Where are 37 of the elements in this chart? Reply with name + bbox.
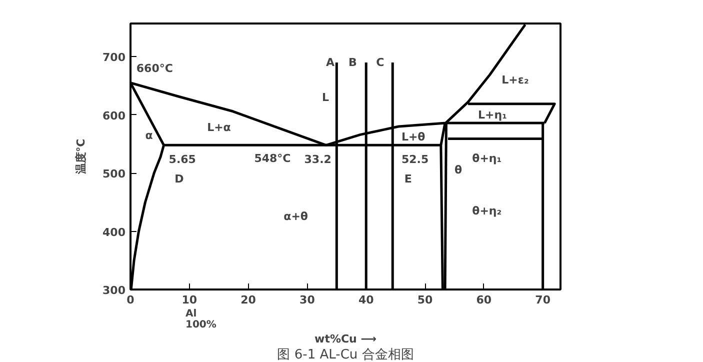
annotation: 5.65 xyxy=(168,153,196,166)
y-axis-title: 温度℃ xyxy=(74,138,88,176)
x-tick-label: 60 xyxy=(476,294,492,306)
text: Al 100% xyxy=(186,308,216,330)
annotation: B xyxy=(348,56,357,69)
annotation: L+η₁ xyxy=(478,108,508,122)
annotation: θ xyxy=(454,164,462,177)
annotation: L+ε₂ xyxy=(502,73,529,86)
annotation: 33.2 xyxy=(304,153,332,166)
y-tick-label: 400 xyxy=(102,226,126,239)
annotation: θ+η₁ xyxy=(472,152,502,166)
x-axis-title: wt%Cu ⟶ xyxy=(314,332,377,346)
annotation: 52.5 xyxy=(401,153,429,166)
y-tick-label: 500 xyxy=(102,168,126,181)
y-tick-label: 600 xyxy=(102,109,126,122)
x-tick-label: 40 xyxy=(358,294,374,306)
x-tick-label: 0 xyxy=(126,294,135,306)
annotation: E xyxy=(404,172,412,186)
annotation: α xyxy=(145,128,154,142)
annotation: C xyxy=(376,56,384,69)
annotation: L+α xyxy=(207,121,232,134)
annotation: 660°C xyxy=(136,62,173,75)
text: 图 6-1 AL-Cu 合金相图 xyxy=(277,348,414,362)
annotation: L+θ xyxy=(401,130,426,144)
x-tick-label: 50 xyxy=(417,294,434,306)
x-tick-label: 10 xyxy=(182,294,198,306)
annotation: α+θ xyxy=(284,210,308,224)
annotation: D xyxy=(174,172,184,186)
annotation: 548°C xyxy=(254,152,291,166)
x-tick-label: 30 xyxy=(300,294,316,306)
y-tick-label: 300 xyxy=(102,284,126,297)
x-tick-label: 20 xyxy=(240,294,256,306)
annotation: A xyxy=(326,56,336,69)
annotation: θ+η₂ xyxy=(472,204,502,218)
x-tick-label: 70 xyxy=(535,294,551,306)
y-tick-label: 700 xyxy=(102,51,126,64)
annotation: L xyxy=(322,90,329,104)
